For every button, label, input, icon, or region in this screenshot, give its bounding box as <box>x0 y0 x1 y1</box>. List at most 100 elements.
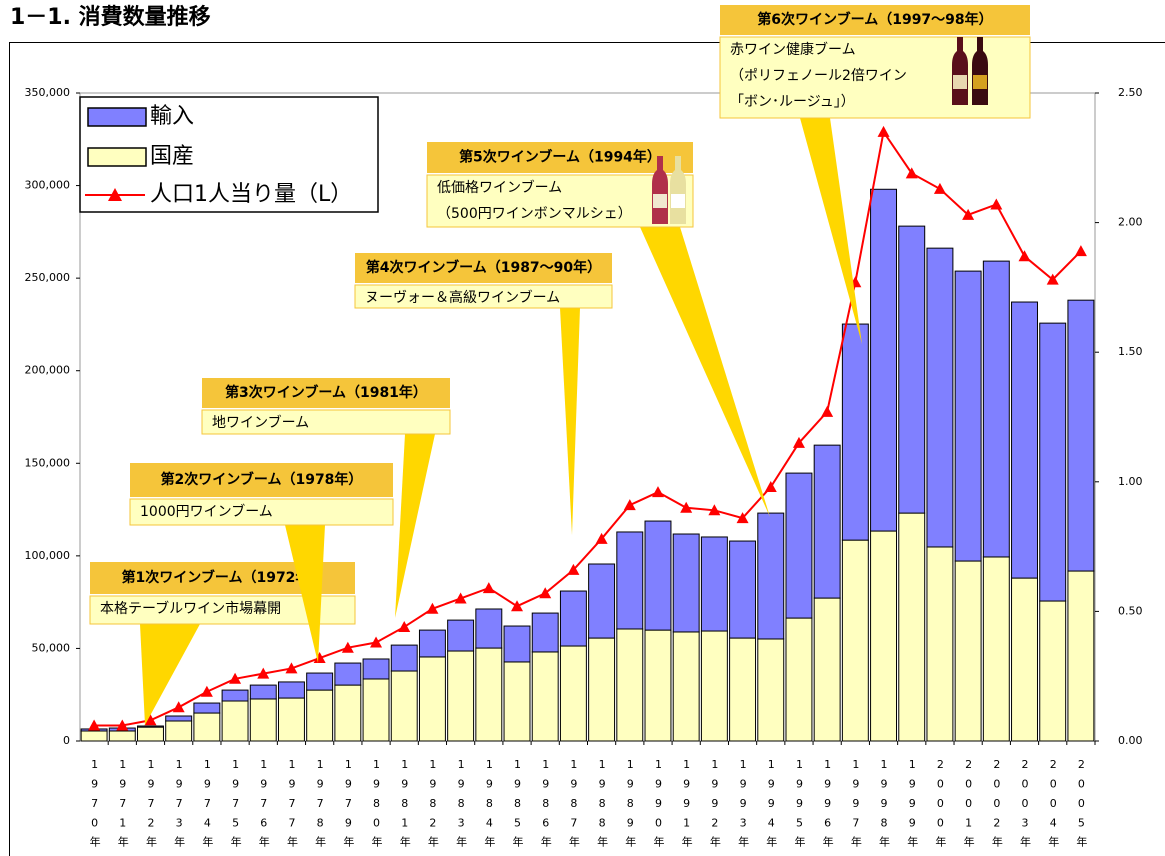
bar-segment <box>560 646 586 741</box>
bar-segment <box>645 630 671 741</box>
callout-text: 本格テーブルワイン市場幕開 <box>100 600 281 617</box>
marker <box>1019 250 1031 261</box>
bar-segment <box>278 698 304 741</box>
x-tick-label: 1992年 <box>708 758 721 854</box>
bar-segment <box>250 699 276 741</box>
bar-segment <box>166 716 192 721</box>
bar-segment <box>701 537 727 631</box>
bar-segment <box>730 541 756 638</box>
marker <box>398 621 410 632</box>
callout-text: ヌーヴォー＆高級ワインブーム <box>365 289 560 306</box>
bar-segment <box>532 613 558 652</box>
bar-segment <box>335 663 361 685</box>
x-tick-label: 2000年 <box>934 758 947 854</box>
bar-segment <box>701 631 727 741</box>
x-tick-label: 2004年 <box>1047 758 1060 854</box>
bar-segment <box>138 726 164 727</box>
bar-segment <box>194 703 220 713</box>
callout-text: 1000円ワインブーム <box>140 503 273 520</box>
x-tick-label: 1977年 <box>285 758 298 854</box>
marker <box>1075 245 1087 256</box>
marker <box>765 481 777 492</box>
bottle-label <box>671 194 685 208</box>
x-tick-label: 1994年 <box>765 758 778 854</box>
x-tick-label: 1975年 <box>229 758 242 854</box>
marker <box>201 686 213 697</box>
x-tick-label: 1991年 <box>680 758 693 854</box>
bar-segment <box>1068 571 1094 741</box>
page: {"chart_data": { "type": "bar", "title":… <box>0 0 1165 856</box>
callout-pointer <box>800 118 862 344</box>
bar-segment <box>419 630 445 657</box>
callout-pointer <box>395 434 435 618</box>
callout-title: 第3次ワインブーム（1981年） <box>225 384 427 401</box>
bar-segment <box>842 324 868 540</box>
bar-segment <box>955 271 981 561</box>
y-tick-label: 300,000 <box>25 179 71 192</box>
x-tick-label: 1993年 <box>737 758 750 854</box>
bottle-label <box>653 194 667 208</box>
marker <box>483 582 495 593</box>
legend-label: 輸入 <box>150 104 194 129</box>
bar-segment <box>363 659 389 679</box>
bar-segment <box>983 557 1009 741</box>
callout-text: 「ボン･ルージュ」） <box>730 94 855 110</box>
callout-title: 第2次ワインブーム（1978年） <box>161 471 363 488</box>
bar-segment <box>589 564 615 638</box>
bar-segment <box>758 513 784 639</box>
callout-title: 第6次ワインブーム（1997～98年） <box>757 11 992 28</box>
callout-text: 低価格ワインブーム <box>437 179 562 196</box>
bar-segment <box>448 651 474 741</box>
legend-label: 人口1人当り量（L） <box>150 182 352 207</box>
bar-segment <box>166 721 192 741</box>
marker <box>511 600 523 611</box>
x-tick-label: 1986年 <box>539 758 552 854</box>
y2-tick-label: 2.00 <box>1118 216 1143 229</box>
x-tick-label: 1973年 <box>173 758 186 854</box>
bar-segment <box>955 561 981 741</box>
callout-text: （ポリフェノール2倍ワイン <box>730 68 907 84</box>
bar-segment <box>927 547 953 741</box>
y-tick-label: 100,000 <box>25 549 71 562</box>
y-tick-label: 50,000 <box>32 641 71 654</box>
x-tick-label: 1978年 <box>314 758 327 854</box>
bar-segment <box>81 731 107 741</box>
legend-swatch <box>88 148 146 166</box>
x-tick-label: 1971年 <box>116 758 129 854</box>
bar-segment <box>758 639 784 741</box>
callout-title: 第1次ワインブーム（1972年） <box>122 569 324 586</box>
y-tick-label: 150,000 <box>25 456 71 469</box>
bar-segment <box>476 648 502 741</box>
marker <box>934 183 946 194</box>
callout-pointer <box>640 227 770 517</box>
y-tick-label: 0 <box>63 734 70 747</box>
x-tick-label: 1982年 <box>426 758 439 854</box>
callout-text: 地ワインブーム <box>212 414 309 431</box>
bar-segment <box>871 531 897 741</box>
x-tick-label: 1998年 <box>878 758 891 854</box>
bar-segment <box>673 632 699 741</box>
bottle-label <box>953 75 967 89</box>
callout-pointer <box>560 308 580 535</box>
bar-segment <box>448 620 474 651</box>
bar-segment <box>730 638 756 741</box>
y2-tick-label: 1.00 <box>1118 475 1143 488</box>
bar-segment <box>1012 302 1038 578</box>
y2-tick-label: 1.50 <box>1118 345 1143 358</box>
x-tick-label: 1981年 <box>398 758 411 854</box>
x-tick-label: 2002年 <box>990 758 1003 854</box>
marker <box>370 637 382 648</box>
bar-segment <box>391 671 417 741</box>
marker <box>821 406 833 417</box>
bar-segment <box>673 534 699 632</box>
x-tick-label: 1979年 <box>342 758 355 854</box>
x-tick-label: 1996年 <box>821 758 834 854</box>
bar-segment <box>814 598 840 741</box>
bar-segment <box>645 521 671 630</box>
bar-segment <box>363 679 389 741</box>
y2-tick-label: 2.50 <box>1118 86 1143 99</box>
bar-segment <box>899 513 925 741</box>
bar-segment <box>307 690 333 741</box>
bar-segment <box>589 638 615 741</box>
bar-segment <box>194 713 220 741</box>
